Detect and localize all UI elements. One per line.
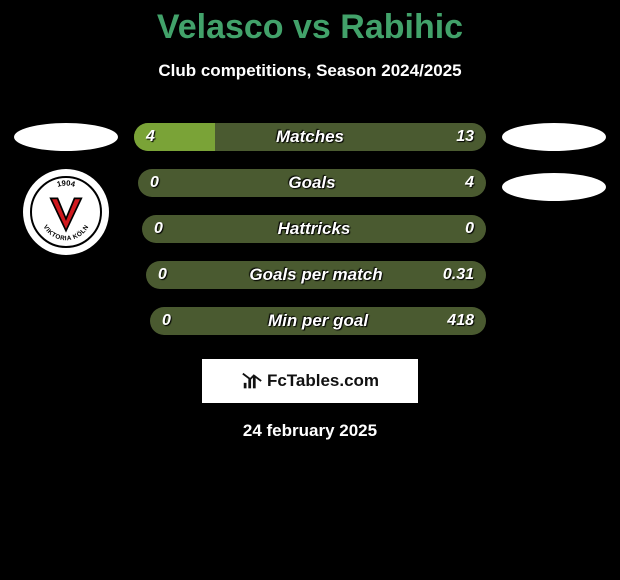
stat-row: 0Min per goal418: [150, 307, 486, 335]
right-team-ellipse-1: [502, 123, 606, 151]
right-team-col: [494, 123, 614, 201]
watermark-text: FcTables.com: [267, 371, 379, 391]
comparison-row: 1904 VIKTORIA KÖLN 4Matches13 0Goals4 0Hat…: [0, 123, 620, 335]
stat-label: Hattricks: [142, 219, 486, 239]
viktoria-koln-logo-icon: 1904 VIKTORIA KÖLN: [32, 178, 100, 246]
left-team-col: 1904 VIKTORIA KÖLN: [6, 123, 126, 255]
svg-text:1904: 1904: [56, 179, 77, 190]
right-team-ellipse-2: [502, 173, 606, 201]
stat-row: 0Hattricks0: [142, 215, 486, 243]
bar-chart-icon: [241, 370, 263, 392]
stat-label: Min per goal: [150, 311, 486, 331]
stat-label: Goals: [138, 173, 486, 193]
page-root: Velasco vs Rabihic Club competitions, Se…: [0, 0, 620, 580]
stat-bars: 4Matches13 0Goals4 0Hattricks0 0Goals per m…: [126, 123, 494, 335]
page-subtitle: Club competitions, Season 2024/2025: [0, 61, 620, 81]
stat-row: 0Goals4: [138, 169, 486, 197]
stat-row: 4Matches13: [134, 123, 486, 151]
left-team-badge: 1904 VIKTORIA KÖLN: [23, 169, 109, 255]
stat-label: Matches: [134, 127, 486, 147]
page-title: Velasco vs Rabihic: [0, 0, 620, 47]
stat-label: Goals per match: [146, 265, 486, 285]
left-team-ellipse-1: [14, 123, 118, 151]
stat-row: 0Goals per match0.31: [146, 261, 486, 289]
footer-date: 24 february 2025: [0, 421, 620, 441]
badge-year: 1904: [56, 179, 77, 190]
watermark: FcTables.com: [202, 359, 418, 403]
left-team-badge-inner: 1904 VIKTORIA KÖLN: [30, 176, 102, 248]
